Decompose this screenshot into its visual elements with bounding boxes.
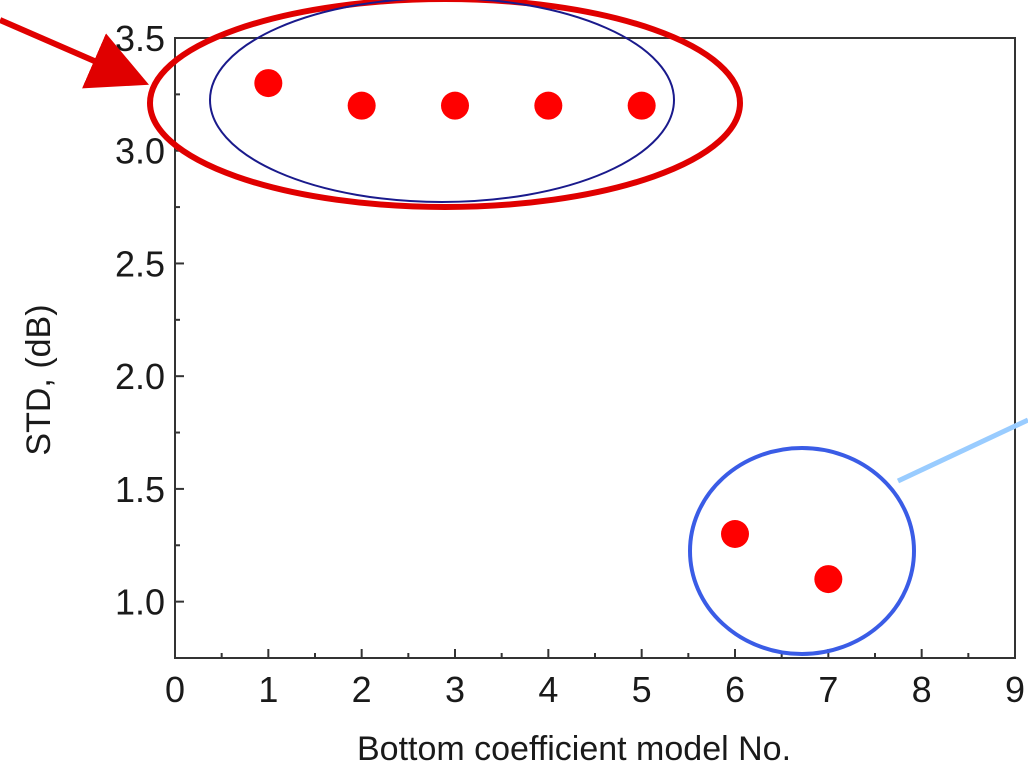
red-arrow bbox=[0, 17, 150, 89]
blue-ellipse bbox=[688, 446, 916, 656]
y-axis-title: STD, (dB) bbox=[20, 304, 58, 455]
data-points bbox=[254, 69, 843, 594]
x-tick-label: 6 bbox=[725, 669, 745, 710]
light-blue-arrow bbox=[896, 417, 1028, 484]
x-tick-label: 0 bbox=[165, 669, 185, 710]
x-tick-label: 4 bbox=[538, 669, 558, 710]
data-point bbox=[814, 565, 843, 594]
annotations bbox=[0, 0, 1028, 656]
x-axis-title: Bottom coefficient model No. bbox=[357, 730, 791, 768]
x-tick-label: 2 bbox=[352, 669, 372, 710]
data-point bbox=[254, 69, 283, 98]
data-point bbox=[347, 91, 376, 120]
y-tick-label: 1.0 bbox=[115, 582, 165, 623]
plot-frame bbox=[174, 37, 1016, 659]
x-tick-label: 8 bbox=[912, 669, 932, 710]
x-tick-label: 7 bbox=[818, 669, 838, 710]
x-tick-label: 3 bbox=[445, 669, 465, 710]
navy-ellipse bbox=[209, 0, 675, 203]
data-point bbox=[627, 91, 656, 120]
data-point bbox=[534, 91, 563, 120]
ticks: 0 1 2 3 4 5 6 7 8 9 1.0 1.5 2.0 2.5 3.0 3.5 bbox=[115, 18, 1025, 710]
x-tick-label: 9 bbox=[1005, 669, 1025, 710]
data-point bbox=[721, 520, 749, 548]
red-ellipse bbox=[147, 0, 743, 210]
data-point bbox=[441, 91, 469, 120]
y-tick-label: 1.5 bbox=[115, 469, 165, 510]
x-tick-label: 1 bbox=[258, 669, 278, 710]
y-tick-label: 2.5 bbox=[115, 243, 165, 284]
axes bbox=[174, 37, 1016, 659]
y-tick-label: 2.0 bbox=[115, 356, 165, 397]
x-tick-label: 5 bbox=[632, 669, 652, 710]
y-tick-label: 3.5 bbox=[115, 18, 165, 59]
y-tick-label: 3.0 bbox=[115, 131, 165, 172]
